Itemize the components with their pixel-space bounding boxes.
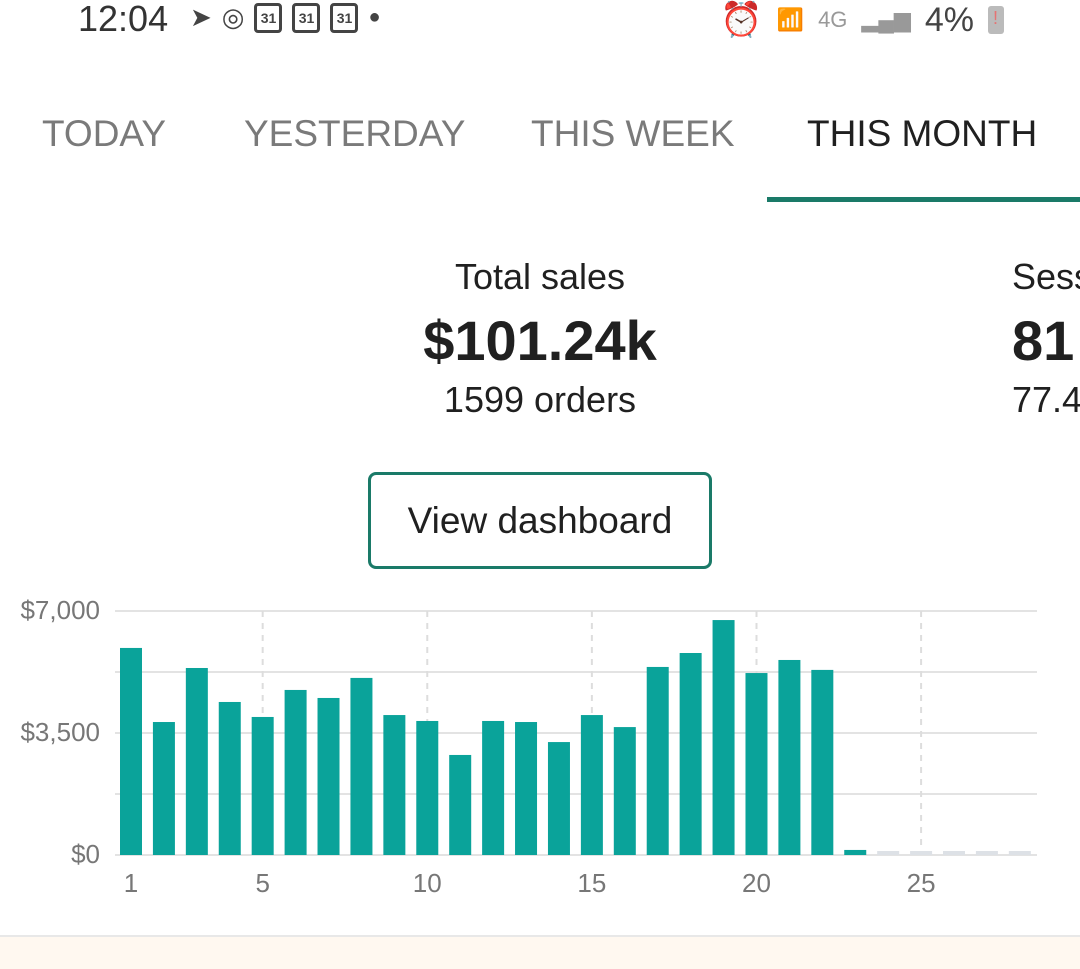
bar-day-8	[350, 677, 373, 855]
bar-day-24	[877, 851, 900, 855]
notice-banner	[0, 935, 1080, 969]
more-dot-icon: ●	[368, 6, 381, 28]
active-tab-indicator	[767, 197, 1080, 202]
y-tick-label: $3,500	[20, 717, 100, 747]
calendar-icon: 31	[292, 2, 321, 33]
x-tick-label: 5	[255, 868, 270, 898]
x-tick-label: 20	[742, 868, 771, 898]
y-tick-label: $0	[71, 839, 100, 869]
view-dashboard-button[interactable]: View dashboard	[368, 472, 712, 569]
bar-day-14	[547, 742, 570, 855]
metric-label: Total sales	[454, 256, 626, 297]
bar-day-27	[975, 851, 998, 855]
battery-icon	[988, 6, 1004, 34]
x-tick-label: 1	[123, 868, 139, 898]
metric-sub: 77.4	[1012, 379, 1080, 420]
status-time: 12:04	[78, 0, 169, 39]
bar-day-1	[120, 647, 142, 855]
alarm-icon: ⏰	[720, 1, 763, 39]
bar-day-5	[251, 716, 274, 855]
bar-day-2	[152, 722, 175, 855]
bar-day-3	[185, 667, 208, 855]
bar-day-13	[515, 722, 538, 855]
tab-yesterday[interactable]: YESTERDAY	[244, 113, 466, 154]
bar-day-20	[745, 673, 768, 855]
telegram-icon: ➤	[190, 2, 212, 32]
x-tick-label: 15	[577, 868, 607, 898]
4g-lte-icon: 4G	[818, 7, 848, 32]
bar-day-4	[218, 701, 241, 855]
wifi-icon: 📶	[776, 7, 805, 32]
tab-this-week[interactable]: THIS WEEK	[531, 113, 735, 154]
x-tick-label: 10	[412, 868, 442, 898]
bar-day-9	[383, 715, 406, 855]
y-tick-label: $7,000	[20, 595, 100, 625]
bar-day-10	[416, 720, 439, 855]
total-sales-metric[interactable]: Total sales $101.24k 1599 orders	[340, 256, 740, 421]
bar-day-17	[646, 666, 669, 855]
metric-value: $101.24k	[423, 309, 657, 372]
bar-day-25	[910, 851, 933, 855]
calendar-icon: 31	[330, 2, 359, 33]
signal-icon: ▂▄▆	[861, 7, 911, 32]
status-bar: 12:04 ➤ ◎ 31 31 31 ● ⏰ 📶 4G ▂▄▆ 4%	[0, 0, 1080, 40]
bar-day-26	[943, 851, 965, 855]
bar-day-16	[613, 727, 636, 855]
bar-day-12	[482, 720, 505, 855]
bar-day-15	[580, 715, 603, 855]
tab-this-month[interactable]: THIS MONTH	[807, 113, 1038, 154]
metric-label: Sess	[1012, 256, 1080, 297]
bar-day-7	[317, 697, 340, 855]
bar-day-19	[712, 620, 735, 855]
bar-day-6	[284, 689, 307, 855]
bar-day-11	[449, 754, 472, 855]
bar-day-22	[811, 669, 834, 855]
battery-percent: 4%	[924, 0, 974, 39]
calendar-icon: 31	[254, 2, 283, 33]
metric-value: 81	[1012, 309, 1075, 372]
bar-day-28	[1008, 851, 1031, 855]
bar-day-23	[844, 849, 867, 855]
sync-icon: ◎	[221, 2, 245, 32]
bar-day-18	[679, 653, 702, 855]
tab-today[interactable]: TODAY	[42, 113, 167, 154]
bar-day-21	[778, 659, 801, 855]
metric-sub: 1599 orders	[443, 379, 637, 420]
x-tick-label: 25	[906, 868, 936, 898]
sessions-metric[interactable]: Sess 81 77.4	[1012, 256, 1080, 421]
date-range-tabs: TODAY YESTERDAY THIS WEEK THIS MONTH	[0, 95, 1080, 205]
